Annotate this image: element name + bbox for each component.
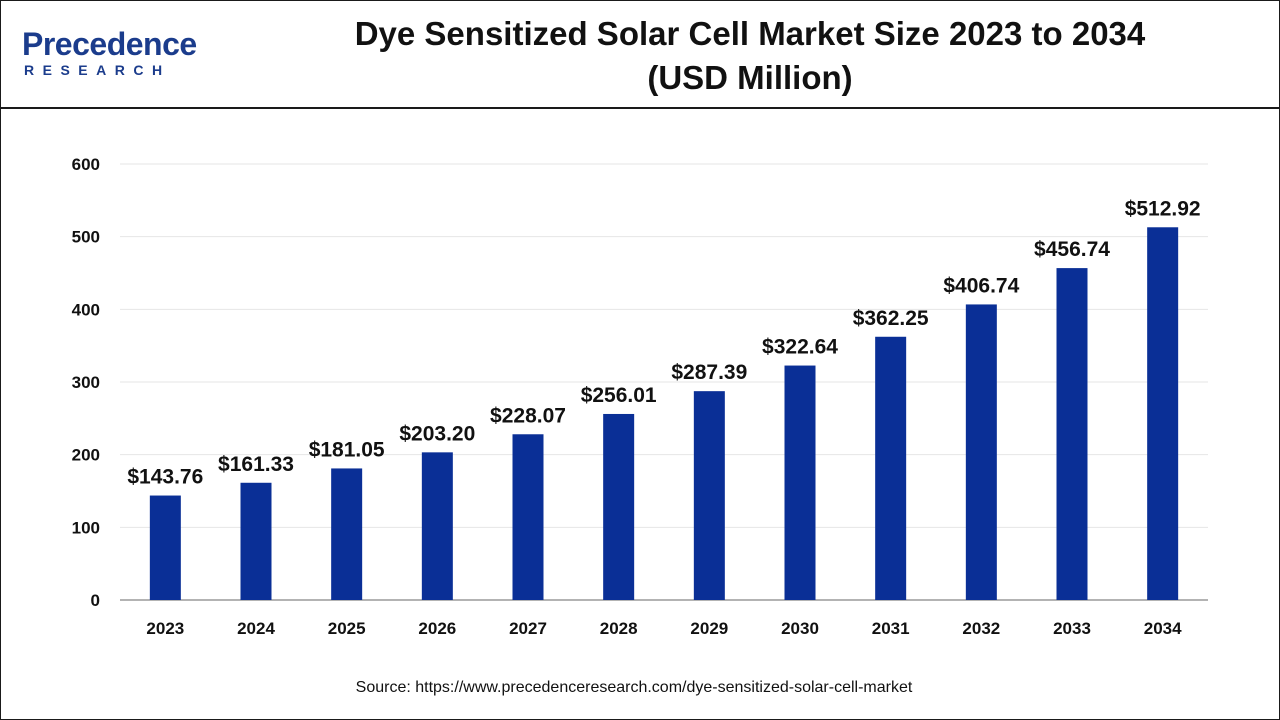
bar xyxy=(331,468,363,600)
data-label: $143.76 xyxy=(127,466,203,489)
x-tick-label: 2025 xyxy=(328,619,366,638)
bar xyxy=(1056,268,1088,600)
bar xyxy=(965,304,997,600)
logo-wordmark: Precedence xyxy=(22,26,197,62)
y-tick-label: 0 xyxy=(91,591,100,610)
chart-title-line1: Dye Sensitized Solar Cell Market Size 20… xyxy=(354,15,1146,52)
bar-chart: 0 100 200 300 400 500 600 $143.76 2023 $161.33 202… xyxy=(72,155,1208,638)
x-tick-label: 2023 xyxy=(146,619,184,638)
data-label: $362.25 xyxy=(853,307,929,330)
x-tick-label: 2030 xyxy=(781,619,819,638)
x-tick-label: 2029 xyxy=(690,619,728,638)
data-label: $322.64 xyxy=(762,336,838,359)
bar xyxy=(603,413,635,600)
data-label: $256.01 xyxy=(581,384,657,407)
y-tick-label: 400 xyxy=(72,300,100,319)
y-tick-label: 100 xyxy=(72,518,100,537)
precedence-research-logo: Precedence RESEARCH xyxy=(22,26,222,86)
data-label: $181.05 xyxy=(309,438,385,461)
x-tick-label: 2024 xyxy=(237,619,275,638)
bar xyxy=(693,391,725,600)
y-tick-label: 600 xyxy=(72,155,100,174)
y-tick-label: 300 xyxy=(72,373,100,392)
bar xyxy=(240,482,272,600)
data-label: $203.20 xyxy=(399,422,475,445)
bar xyxy=(421,452,453,600)
x-tick-label: 2034 xyxy=(1144,619,1182,638)
x-tick-label: 2028 xyxy=(600,619,638,638)
chart-title: Dye Sensitized Solar Cell Market Size 20… xyxy=(300,12,1200,100)
chart-title-line2: (USD Million) xyxy=(647,59,853,96)
y-tick-label: 500 xyxy=(72,228,100,247)
source-note: Source: https://www.precedenceresearch.c… xyxy=(355,679,913,696)
x-tick-label: 2031 xyxy=(872,619,910,638)
bar xyxy=(1147,227,1179,600)
data-label: $512.92 xyxy=(1125,197,1201,220)
logo-subtitle: RESEARCH xyxy=(24,62,171,78)
header: Precedence RESEARCH Dye Sensitized Solar… xyxy=(0,0,1280,109)
y-tick-label: 200 xyxy=(72,446,100,465)
x-tick-label: 2032 xyxy=(962,619,1000,638)
x-tick-label: 2027 xyxy=(509,619,547,638)
data-label: $161.33 xyxy=(218,453,294,476)
bar xyxy=(875,336,907,600)
data-label: $287.39 xyxy=(671,361,747,384)
data-label: $456.74 xyxy=(1034,238,1110,261)
bar xyxy=(784,365,816,600)
x-tick-label: 2026 xyxy=(418,619,456,638)
data-label: $228.07 xyxy=(490,404,566,427)
x-tick-label: 2033 xyxy=(1053,619,1091,638)
bar xyxy=(149,495,181,600)
data-label: $406.74 xyxy=(943,274,1019,297)
bar xyxy=(512,434,544,600)
